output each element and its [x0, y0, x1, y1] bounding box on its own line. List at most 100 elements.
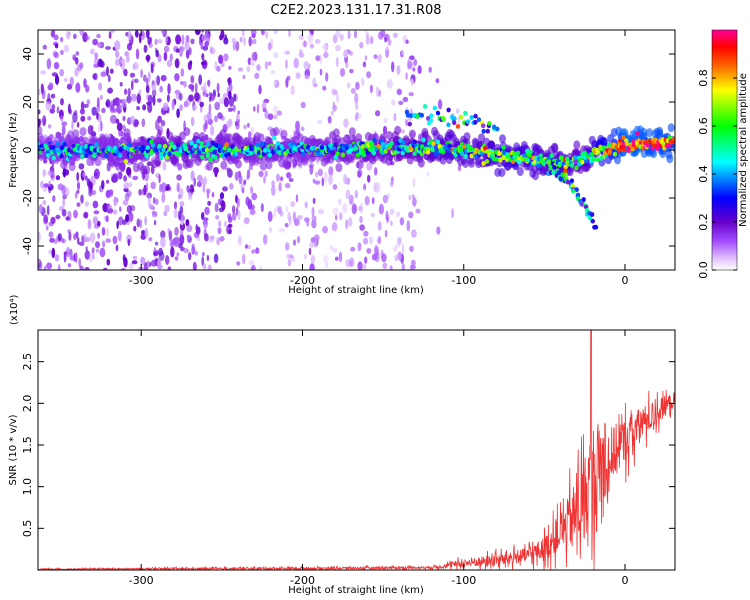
- spectrogram-noise-mark: [131, 260, 138, 265]
- spectrogram-ridge-mark: [277, 150, 282, 156]
- spectrogram-noise-mark: [309, 263, 315, 270]
- spectrogram-ridge-mark: [432, 105, 438, 111]
- spectrogram-noise-mark: [239, 36, 243, 43]
- spectrogram-noise-mark: [284, 223, 289, 228]
- spectrogram-noise-mark: [408, 92, 414, 97]
- spectrogram-ridge-mark: [212, 149, 217, 155]
- spectrogram-ridge-mark: [441, 149, 446, 155]
- spectrogram-ridge-mark: [498, 168, 506, 177]
- spectrogram-noise-mark: [250, 264, 256, 270]
- spectrogram-noise-mark: [61, 125, 66, 136]
- spectrogram-noise-mark: [146, 192, 153, 199]
- spectrogram-ridge-mark: [248, 150, 254, 156]
- spectrogram-noise-mark: [222, 186, 228, 192]
- spectrogram-noise-mark: [206, 188, 211, 194]
- spectrogram-ridge-mark: [522, 153, 527, 159]
- spectrogram-noise-mark: [292, 239, 297, 246]
- spectrogram-ridge-mark: [200, 154, 205, 160]
- spectrogram-noise-mark: [43, 265, 47, 270]
- spectrogram-ridge-mark: [400, 150, 405, 156]
- spectrogram-noise-mark: [203, 176, 207, 186]
- spectrogram-noise-mark: [279, 176, 284, 182]
- spectrogram-noise-mark: [209, 125, 215, 136]
- spectrogram-noise-mark: [302, 40, 308, 48]
- spectrogram-noise-mark: [122, 199, 129, 206]
- spectrogram-noise-mark: [217, 198, 222, 206]
- spectrogram-ridge-mark: [463, 154, 468, 159]
- spectrogram-ridge-mark: [463, 110, 468, 116]
- spectrogram-noise-mark: [385, 210, 389, 221]
- spectrogram-noise-mark: [309, 164, 314, 175]
- spectrogram-noise-mark: [61, 208, 67, 217]
- x-tick-label: 0: [622, 274, 629, 287]
- spectrogram-noise-mark: [123, 182, 130, 190]
- spectrogram-noise-mark: [175, 48, 180, 53]
- spectrogram-noise-mark: [62, 196, 65, 208]
- spectrogram-noise-mark: [204, 41, 210, 47]
- spectrogram-ridge-mark: [169, 141, 174, 147]
- spectrogram-noise-mark: [112, 108, 118, 113]
- spectrogram-ridge-mark: [626, 148, 631, 154]
- spectrogram-noise-mark: [60, 115, 64, 122]
- spectrogram-noise-mark: [97, 232, 101, 239]
- spectrogram-noise-mark: [298, 35, 305, 41]
- spectrogram-noise-mark: [136, 93, 141, 104]
- spectrogram-noise-mark: [292, 211, 296, 222]
- spectrogram-ridge-mark: [46, 153, 51, 158]
- spectrogram-noise-mark: [232, 104, 236, 112]
- spectrogram-noise-mark: [86, 99, 91, 105]
- spectrogram-noise-mark: [364, 256, 368, 264]
- spectrogram-noise-mark: [192, 261, 197, 270]
- spectrogram-noise-mark: [157, 98, 162, 103]
- spectrogram-noise-mark: [226, 224, 232, 235]
- spectrogram-ridge-mark: [616, 148, 622, 153]
- spectrogram-noise-mark: [190, 38, 195, 45]
- spectrogram-noise-mark: [102, 240, 106, 248]
- spectrogram-noise-mark: [73, 209, 78, 219]
- spectrogram-noise-mark: [176, 182, 180, 193]
- spectrogram-noise-mark: [134, 30, 139, 38]
- spectrogram-noise-mark: [358, 206, 363, 211]
- spectrogram-noise-mark: [93, 210, 100, 215]
- spectrogram-ridge-mark: [565, 179, 571, 185]
- spectrogram-noise-mark: [201, 34, 206, 41]
- spectrogram-ridge-mark: [528, 149, 533, 155]
- spectrogram-noise-mark: [248, 244, 251, 250]
- spectrogram-noise-mark: [114, 40, 121, 51]
- spectrogram-ridge-mark: [405, 113, 411, 118]
- spectrogram-ridge-mark: [622, 147, 627, 153]
- spectrogram-noise-mark: [338, 251, 343, 263]
- spectrogram-noise-mark: [76, 181, 81, 190]
- spectrogram-noise-mark: [332, 184, 338, 190]
- spectrogram-noise-mark: [188, 252, 192, 261]
- spectrogram-noise-mark: [370, 213, 375, 218]
- spectrogram-noise-mark: [74, 191, 78, 199]
- colorbar-tick-label: 0.4: [697, 165, 710, 183]
- spectrogram-noise-mark: [56, 106, 60, 114]
- spectrogram-noise-mark: [202, 252, 205, 257]
- spectrogram-noise-mark: [38, 231, 41, 243]
- spectrogram-noise-mark: [227, 107, 234, 112]
- spectrogram-noise-mark: [397, 251, 402, 261]
- spectrogram-noise-mark: [228, 65, 232, 70]
- spectrogram-noise-mark: [169, 53, 173, 62]
- spectrogram-noise-mark: [202, 183, 206, 193]
- spectrogram-noise-mark: [50, 216, 56, 224]
- spectrogram-noise-mark: [51, 104, 56, 110]
- spectrogram-noise-mark: [317, 209, 324, 215]
- colorbar-label: Normalized spectral amplitude: [738, 73, 749, 227]
- spectrogram-noise-mark: [191, 245, 196, 255]
- spectrogram-noise-mark: [366, 71, 372, 79]
- spectrogram-noise-mark: [288, 178, 294, 182]
- spectrogram-ridge-mark: [515, 150, 521, 156]
- spectrogram-noise-mark: [279, 210, 284, 217]
- spectrogram-noise-mark: [183, 81, 187, 88]
- spectrogram-noise-mark: [335, 30, 341, 39]
- spectrogram-noise-mark: [375, 86, 380, 97]
- spectrogram-ridge-mark: [494, 157, 500, 162]
- spectrogram-ridge-mark: [172, 144, 177, 150]
- spectrogram-noise-mark: [61, 237, 65, 244]
- spectrogram-noise-mark: [51, 72, 58, 77]
- spectrogram-noise-mark: [155, 198, 159, 205]
- spectrogram-noise-mark: [407, 60, 413, 69]
